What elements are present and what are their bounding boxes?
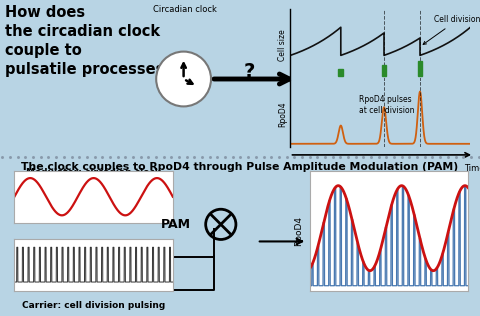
Bar (338, 69, 343, 76)
Text: RpoD4: RpoD4 (294, 216, 303, 246)
Bar (418, 61, 422, 76)
Text: PAM: PAM (160, 218, 191, 231)
Text: The clock couples to RpoD4 through Pulse Amplitude Modulation (PAM): The clock couples to RpoD4 through Pulse… (22, 162, 458, 172)
Text: Modulator: circadian clock: Modulator: circadian clock (26, 168, 161, 178)
Text: Carrier: cell division pulsing: Carrier: cell division pulsing (22, 301, 165, 310)
Text: Time: Time (464, 164, 480, 173)
Text: Cell division: Cell division (423, 15, 480, 45)
Text: Cell size: Cell size (278, 29, 287, 61)
Circle shape (156, 52, 211, 106)
Text: Circadian clock: Circadian clock (153, 5, 217, 14)
Bar (382, 65, 386, 76)
Text: ?: ? (244, 62, 255, 81)
Text: RpoD4 pulses
at cell division: RpoD4 pulses at cell division (359, 95, 414, 115)
Text: How does
the circadian clock
couple to
pulsatile processes?: How does the circadian clock couple to p… (5, 5, 173, 77)
Text: RpoD4: RpoD4 (278, 101, 287, 127)
